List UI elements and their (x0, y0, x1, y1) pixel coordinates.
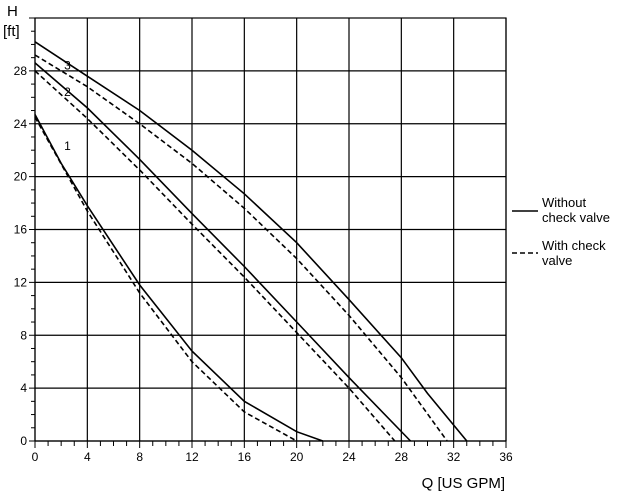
x-tick-label: 8 (136, 450, 143, 464)
y-axis-label-unit: [ft] (3, 23, 20, 40)
y-tick-label: 16 (14, 223, 28, 237)
legend-dashed-label-2: valve (542, 253, 572, 268)
y-tick-label: 12 (14, 275, 28, 289)
legend: Without check valve With check valve (512, 195, 610, 268)
curve-1-dashed (34, 116, 298, 442)
x-axis-label: Q [US GPM] (422, 475, 505, 491)
y-tick-label: 20 (14, 170, 28, 184)
y-tick-label: 24 (14, 117, 28, 131)
x-tick-label: 16 (238, 450, 252, 464)
curve-3-solid (34, 41, 468, 442)
curve-2-dashed (34, 70, 396, 442)
curve-label-1: 1 (64, 139, 71, 153)
x-tick-label: 4 (84, 450, 91, 464)
curve-label-3: 3 (64, 59, 71, 73)
x-tick-label: 32 (447, 450, 461, 464)
x-tick-label: 0 (32, 450, 39, 464)
y-tick-label: 4 (20, 381, 27, 395)
curve-2-solid (34, 62, 412, 442)
x-tick-label: 24 (342, 450, 356, 464)
curve-label-2: 2 (64, 85, 71, 99)
y-axis-label-h: H (7, 3, 18, 20)
y-tick-label: 28 (14, 64, 28, 78)
x-tick-label: 20 (290, 450, 304, 464)
y-tick-label: 8 (20, 328, 27, 342)
x-tick-label: 36 (499, 450, 513, 464)
legend-solid-label-1: Without (542, 195, 586, 210)
legend-dashed-label-1: With check (542, 238, 606, 253)
legend-solid-label-2: check valve (542, 210, 610, 225)
x-tick-label: 28 (395, 450, 409, 464)
curve-3-dashed (34, 54, 448, 442)
y-tick-label: 0 (20, 434, 27, 448)
x-tick-label: 12 (185, 450, 199, 464)
curve-1-solid (34, 114, 324, 442)
